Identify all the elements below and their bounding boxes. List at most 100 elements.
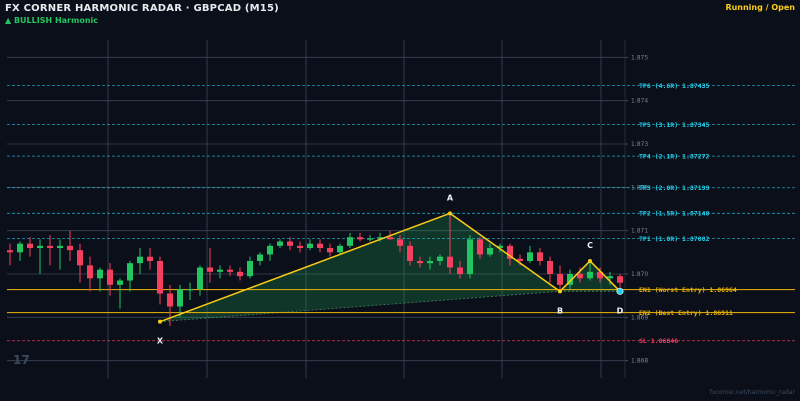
- pattern-fill-xab: [160, 213, 560, 322]
- candle-body[interactable]: [117, 280, 123, 285]
- level-label-tp: TP1 (1.0R) 1.87082: [639, 235, 710, 243]
- candle-body[interactable]: [47, 245, 53, 248]
- candle-body[interactable]: [387, 237, 393, 240]
- candle-body[interactable]: [57, 245, 63, 248]
- harmonic-pattern-layer: X A B C D: [157, 193, 624, 345]
- candle-body[interactable]: [227, 269, 233, 272]
- level-label-tp: TP5 (3.1R) 1.87345: [639, 121, 710, 129]
- candle-body[interactable]: [277, 241, 283, 246]
- candle-body[interactable]: [577, 274, 583, 279]
- candle-body[interactable]: [287, 241, 293, 246]
- candle-body[interactable]: [377, 237, 383, 239]
- y-tick-label: 1.870: [631, 271, 648, 278]
- y-tick-label: 1.875: [631, 54, 648, 61]
- candle-body[interactable]: [357, 237, 363, 240]
- candle-body[interactable]: [487, 248, 493, 255]
- candle-body[interactable]: [537, 252, 543, 261]
- level-label-tp: TP3 (2.0R) 1.87199: [639, 184, 710, 192]
- y-tick-label: 1.868: [631, 358, 648, 365]
- pattern-point-d: [616, 287, 624, 295]
- y-tick-label: 1.874: [631, 98, 648, 105]
- pattern-point-a: [448, 211, 452, 216]
- candle-body[interactable]: [87, 265, 93, 279]
- level-label-tp: TP6 (4.6R) 1.87435: [639, 82, 710, 90]
- candle-body[interactable]: [157, 261, 163, 294]
- status-indicator: Running / Open: [725, 3, 795, 12]
- candle-body[interactable]: [327, 248, 333, 253]
- candle-body[interactable]: [297, 245, 303, 248]
- pattern-point-b: [558, 289, 562, 294]
- candle-body[interactable]: [567, 274, 573, 285]
- candle-body[interactable]: [507, 245, 513, 259]
- level-label-tp: TP4 (2.1R) 1.87272: [639, 152, 710, 160]
- candle-body[interactable]: [347, 237, 353, 246]
- plot-area[interactable]: [7, 40, 625, 378]
- candle-body[interactable]: [477, 239, 483, 255]
- y-tick-label: 1.869: [631, 314, 648, 321]
- candle-body[interactable]: [407, 245, 413, 261]
- candle-body[interactable]: [77, 250, 83, 266]
- candle-body[interactable]: [17, 243, 23, 253]
- candle-body[interactable]: [67, 245, 73, 251]
- watermark-number: 17: [13, 353, 30, 367]
- candle-body[interactable]: [37, 245, 43, 248]
- y-tick-label: 1.871: [631, 228, 648, 235]
- candle-body[interactable]: [617, 276, 623, 283]
- candle-body[interactable]: [167, 293, 173, 307]
- candle-body[interactable]: [257, 254, 263, 262]
- pattern-label-d: D: [617, 306, 624, 315]
- level-labels-layer: TP6 (4.6R) 1.87435 TP5 (3.1R) 1.87345 TP4 …: [639, 82, 737, 345]
- candle-body[interactable]: [247, 261, 253, 277]
- candle-body[interactable]: [187, 289, 193, 291]
- candle-body[interactable]: [497, 245, 503, 248]
- candle-body[interactable]: [107, 269, 113, 285]
- candle-body[interactable]: [557, 274, 563, 285]
- level-label-entry: EN2 (Best Entry) 1.86911: [639, 309, 733, 317]
- candle-body[interactable]: [317, 243, 323, 248]
- level-label-entry: EN1 (Worst Entry) 1.86964: [639, 286, 737, 294]
- candle-body[interactable]: [517, 258, 523, 261]
- candle-body[interactable]: [587, 271, 593, 279]
- footer-url: fxcorner.net/harmonic_radar: [709, 389, 795, 396]
- candle-body[interactable]: [547, 261, 553, 274]
- level-label-sl: SL 1.86846: [639, 337, 678, 345]
- candle-body[interactable]: [527, 252, 533, 261]
- candle-body[interactable]: [177, 289, 183, 307]
- pattern-point-c: [588, 259, 592, 263]
- pattern-direction-label: ▲ BULLISH Harmonic: [5, 16, 98, 25]
- candle-body[interactable]: [597, 271, 603, 279]
- candle-body[interactable]: [127, 263, 133, 281]
- candle-body[interactable]: [237, 271, 243, 277]
- candle-body[interactable]: [267, 245, 273, 255]
- candle-body[interactable]: [437, 256, 443, 261]
- candle-body[interactable]: [217, 269, 223, 272]
- candle-body[interactable]: [97, 269, 103, 279]
- candle-body[interactable]: [147, 256, 153, 261]
- pattern-point-x: [158, 319, 162, 324]
- candle-body[interactable]: [467, 239, 473, 274]
- y-tick-label: 1.873: [631, 141, 648, 148]
- candle-body[interactable]: [137, 256, 143, 264]
- level-lines-layer: [7, 85, 795, 342]
- pattern-label-a: A: [447, 193, 454, 202]
- grid-layer: [7, 40, 625, 378]
- candle-body[interactable]: [607, 276, 613, 279]
- app-title: FX CORNER HARMONIC RADAR · GBPCAD (M15): [5, 3, 279, 14]
- pattern-xb-line: [159, 290, 561, 323]
- candle-body[interactable]: [457, 267, 463, 275]
- candle-body[interactable]: [307, 243, 313, 248]
- pattern-label-b: B: [557, 306, 563, 315]
- candle-body[interactable]: [447, 256, 453, 268]
- candle-body[interactable]: [427, 261, 433, 264]
- candle-body[interactable]: [27, 243, 33, 248]
- level-label-tp: TP2 (1.5R) 1.87140: [639, 210, 710, 218]
- candle-body[interactable]: [417, 261, 423, 264]
- candle-body[interactable]: [7, 250, 13, 253]
- candle-body[interactable]: [397, 239, 403, 246]
- candle-body[interactable]: [197, 267, 203, 290]
- candle-body[interactable]: [207, 267, 213, 272]
- candle-body[interactable]: [337, 245, 343, 253]
- candle-body[interactable]: [367, 238, 373, 240]
- pattern-label-c: C: [587, 241, 593, 250]
